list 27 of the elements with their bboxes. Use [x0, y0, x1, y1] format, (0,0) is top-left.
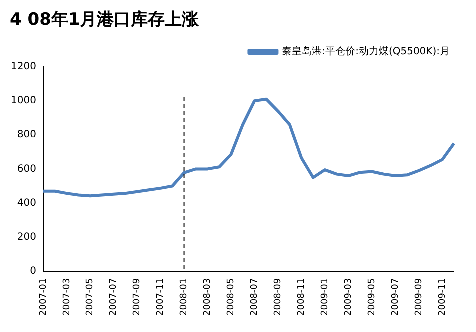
x-tick-label: 2008-05	[226, 278, 237, 316]
y-tick-label: 600	[17, 164, 36, 175]
x-tick-label: 2009-09	[414, 278, 424, 316]
y-tick-label: 400	[17, 198, 36, 209]
legend-label: 秦皇岛港:平仓价:动力煤(Q5500K):月	[282, 46, 450, 58]
y-tick-label: 1200	[10, 62, 36, 73]
y-tick-label: 200	[17, 232, 36, 243]
x-tick-label: 2008-03	[203, 278, 214, 316]
x-tick-label: 2009-07	[390, 278, 401, 316]
x-tick-label: 2007-07	[109, 278, 120, 316]
x-tick-label: 2008-11	[296, 278, 307, 316]
x-tick-label: 2008-07	[250, 278, 260, 316]
x-tick-label: 2007-01	[38, 278, 49, 316]
x-tick-label: 2008-09	[274, 278, 284, 316]
x-tick-label: 2009-05	[367, 278, 378, 316]
y-tick-label: 800	[17, 130, 36, 141]
x-tick-label: 2008-01	[180, 278, 190, 316]
y-tick-label: 0	[30, 266, 36, 277]
y-tick-label: 1000	[10, 96, 36, 107]
x-tick-label: 2009-03	[344, 278, 354, 316]
x-tick-label: 2007-11	[156, 278, 166, 316]
x-tick-label: 2009-11	[438, 278, 448, 316]
chart-title: 4 08年1月港口库存上涨	[10, 9, 200, 31]
x-tick-label: 2007-03	[62, 278, 72, 316]
x-tick-label: 2007-05	[86, 278, 96, 316]
x-tick-label: 2007-09	[132, 278, 143, 316]
x-tick-label: 2009-01	[320, 278, 330, 316]
